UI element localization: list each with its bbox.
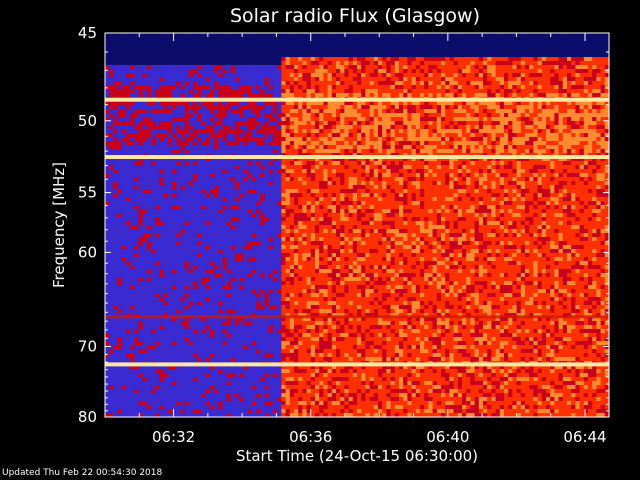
y-tick-label: 55 — [78, 184, 97, 202]
y-axis-label: Frequency [MHz] — [50, 162, 68, 288]
y-tick-label: 70 — [78, 337, 97, 355]
plot-area — [105, 33, 610, 418]
chart-title: Solar radio Flux (Glasgow) — [230, 5, 480, 27]
spectrogram-heatmap — [105, 33, 610, 418]
y-tick-label: 50 — [78, 112, 97, 130]
y-tick-label: 60 — [78, 243, 97, 261]
x-axis-label: Start Time (24-Oct-15 06:30:00) — [236, 447, 478, 465]
x-tick-label: 06:32 — [152, 428, 195, 446]
y-tick-label: 45 — [78, 24, 97, 42]
x-tick-label: 06:44 — [563, 428, 606, 446]
x-tick-label: 06:36 — [289, 428, 332, 446]
y-tick-label: 80 — [78, 408, 97, 426]
updated-timestamp: Updated Thu Feb 22 00:54:30 2018 — [2, 468, 162, 478]
x-tick-label: 06:40 — [426, 428, 469, 446]
